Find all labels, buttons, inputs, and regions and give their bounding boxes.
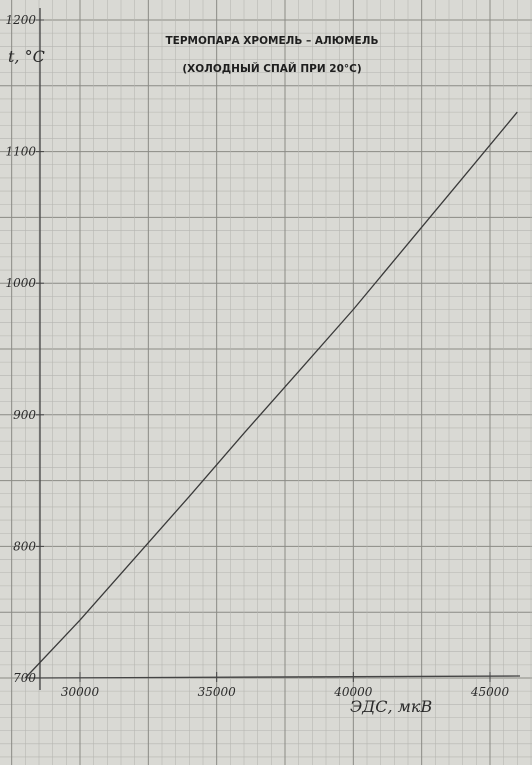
title-block: ТЕРМОПАРА ХРОМЕЛЬ – АЛЮМЕЛЬ (ХОЛОДНЫЙ СП… <box>166 35 379 75</box>
y-tick-label: 900 <box>13 408 36 422</box>
x-tick-label: 35000 <box>198 685 237 699</box>
chart-title: ТЕРМОПАРА ХРОМЕЛЬ – АЛЮМЕЛЬ <box>166 35 379 47</box>
x-tick-label: 30000 <box>61 685 100 699</box>
labels: 700 800 900 1000 1100 1200 30000 35000 40000 4500… <box>5 13 509 699</box>
chart-subtitle: (ХОЛОДНЫЙ СПАЙ ПРИ 20°С) <box>182 62 361 75</box>
y-tick-label: 1000 <box>5 276 36 290</box>
series-layer <box>24 111 518 679</box>
x-axis-line <box>27 675 521 679</box>
x-tick-label: 45000 <box>470 685 510 699</box>
y-tick-label: 1200 <box>5 13 36 27</box>
x-tick-label: 40000 <box>333 685 373 699</box>
series-line <box>24 111 518 679</box>
y-tick-label: 800 <box>13 539 36 553</box>
y-axis-label: t, °C <box>8 47 45 66</box>
axes <box>27 8 521 690</box>
y-tick-label: 1100 <box>5 145 36 159</box>
x-axis-label: ЭДС, мкВ <box>350 697 432 716</box>
y-tick-label: 700 <box>13 671 36 685</box>
